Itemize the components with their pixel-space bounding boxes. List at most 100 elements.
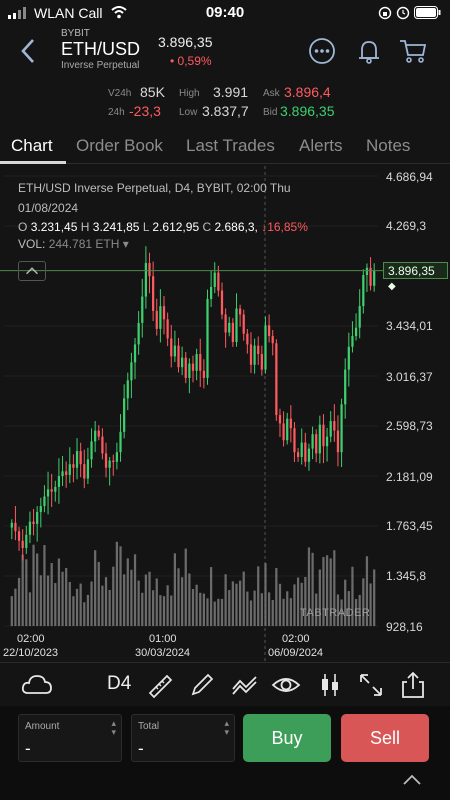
eye-icon[interactable] <box>271 671 301 699</box>
y-tick-label: 1.763,45 <box>386 519 433 533</box>
volume-bar <box>264 563 267 626</box>
buy-button[interactable]: Buy <box>243 714 331 762</box>
volume-bar <box>65 567 68 626</box>
bell-icon[interactable] <box>354 36 384 66</box>
tab-notes[interactable]: Notes <box>366 136 411 155</box>
cart-icon[interactable] <box>398 36 428 66</box>
chevron-up-icon[interactable] <box>400 770 424 790</box>
indicators-icon[interactable] <box>230 671 260 699</box>
volume-bar <box>28 592 32 626</box>
header-change: • 0,59% <box>170 54 212 68</box>
timeframe-selector[interactable]: D4 <box>107 673 132 694</box>
candle-body <box>246 333 249 345</box>
candle-body <box>347 346 350 370</box>
candle-body <box>72 464 75 468</box>
volume-bar <box>152 590 155 626</box>
collapse-legend-icon[interactable] <box>18 261 46 281</box>
share-icon[interactable] <box>398 671 428 699</box>
low-value: 3.837,7 <box>202 103 249 119</box>
tab-chart[interactable]: Chart <box>11 136 53 155</box>
y-tick-label: 928,16 <box>386 620 423 634</box>
ask-value: 3.896,4 <box>284 84 331 100</box>
candle-body <box>152 276 155 311</box>
candle-body <box>36 512 39 525</box>
amount-field[interactable]: Amount - ▴ ▾ <box>18 714 122 762</box>
candle-body <box>54 486 57 492</box>
volume-dropdown-icon[interactable]: ▾ <box>122 237 129 251</box>
volume-bar <box>50 563 53 626</box>
candlestick-chart[interactable] <box>0 166 450 661</box>
volume-bar <box>36 553 39 626</box>
low-value: 2.612,95 <box>152 220 200 234</box>
candle-body <box>213 272 216 287</box>
volume-bar <box>39 575 42 626</box>
volume-bar <box>293 584 296 626</box>
candle-body <box>10 522 13 528</box>
candle-body <box>249 344 253 365</box>
volume-bar <box>220 598 224 626</box>
volume-bar <box>159 595 162 626</box>
candle-body <box>43 496 46 507</box>
chart-info-date: 01/08/2024 <box>18 201 79 215</box>
candles-icon[interactable] <box>315 671 345 699</box>
volume-bar <box>362 578 365 626</box>
candle-body <box>25 534 28 548</box>
candle-body <box>217 272 220 291</box>
volume-bar <box>79 583 82 626</box>
volume-bar <box>104 577 108 626</box>
volume-bar <box>90 581 93 626</box>
cloud-icon[interactable] <box>20 671 54 699</box>
price-chart[interactable]: ETH/USD Inverse Perpetual, D4, BYBIT, 02… <box>0 166 450 661</box>
candle-body <box>315 434 318 454</box>
expand-icon[interactable] <box>356 671 386 699</box>
carrier-label: WLAN Call <box>34 5 103 21</box>
status-bar: WLAN Call 09:40 <box>0 0 450 26</box>
candle-body <box>97 430 100 437</box>
candle-body <box>86 459 90 479</box>
ruler-icon[interactable] <box>145 671 175 699</box>
candle-body <box>181 357 184 368</box>
stepper-icon[interactable]: ▴ ▾ <box>224 718 229 737</box>
candle-body <box>260 354 263 370</box>
candle-body <box>32 521 35 525</box>
total-field[interactable]: Total - ▴ ▾ <box>131 714 235 762</box>
candle-body <box>224 314 227 333</box>
tab-last-trades[interactable]: Last Trades <box>186 136 275 155</box>
candle-body <box>170 338 173 357</box>
volume-bar <box>206 598 209 626</box>
volume-bar <box>97 561 100 626</box>
volume-bar <box>202 593 205 626</box>
more-options-icon[interactable] <box>307 36 337 66</box>
candle-body <box>14 522 17 532</box>
volume-bar <box>369 583 372 626</box>
candle-body <box>329 421 332 437</box>
ticker-header: BYBIT ETH/USD Inverse Perpetual 3.896,35… <box>0 26 450 78</box>
header-price: 3.896,35 <box>158 34 213 50</box>
candle-body <box>21 540 24 548</box>
ohlc-row: O 3.231,45 H 3.241,85 L 2.612,95 C 2.686… <box>18 220 308 234</box>
candle-body <box>296 452 300 457</box>
tab-alerts[interactable]: Alerts <box>299 136 343 155</box>
y-tick-label: 4.269,3 <box>386 219 427 233</box>
candle-body <box>195 354 198 371</box>
candle-body <box>293 428 296 453</box>
candle-body <box>144 263 148 297</box>
pair-title: ETH/USD <box>61 39 141 59</box>
y-tick-label: 1.345,8 <box>386 569 427 583</box>
candle-body <box>141 296 144 323</box>
sell-button[interactable]: Sell <box>341 714 429 762</box>
x-tick-date: 22/10/2023 <box>3 647 59 659</box>
volume-row: VOL: 244.781 ETH ▾ <box>18 237 129 251</box>
tab-order-book[interactable]: Order Book <box>76 136 163 155</box>
change24h-label: 24h <box>108 107 125 118</box>
volume-bar <box>54 583 57 626</box>
back-chevron-icon[interactable] <box>14 36 44 66</box>
volume-bar <box>86 594 90 626</box>
volume-bar <box>137 580 140 626</box>
instrument-type: Inverse Perpetual <box>61 60 140 71</box>
stepper-icon[interactable]: ▴ ▾ <box>111 718 116 737</box>
volume-bar <box>286 591 289 626</box>
pencil-icon[interactable] <box>187 671 217 699</box>
volume-bar <box>199 592 202 626</box>
candle-body <box>358 306 361 328</box>
